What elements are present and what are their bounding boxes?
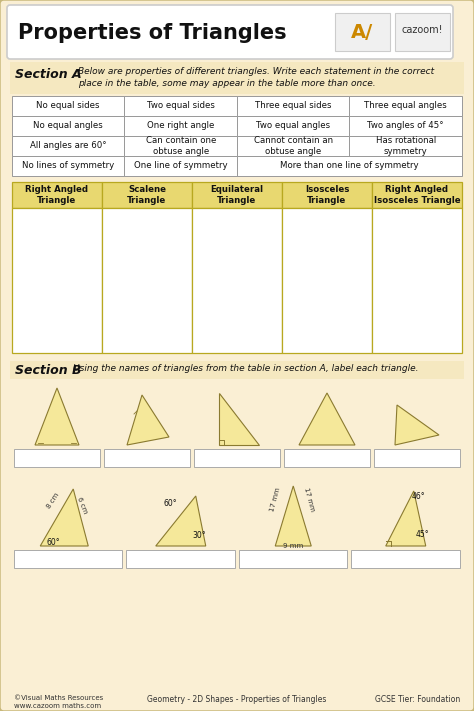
Bar (125, 156, 237, 176)
Bar (239, 550, 347, 568)
Polygon shape (35, 388, 79, 445)
Text: Right Angled
Triangle: Right Angled Triangle (26, 185, 89, 205)
Bar (282, 182, 372, 208)
Bar (12, 96, 125, 116)
Polygon shape (299, 393, 355, 445)
Text: 17 mm: 17 mm (269, 486, 282, 512)
Text: Cannot contain an
obtuse angle: Cannot contain an obtuse angle (254, 137, 333, 156)
Bar (102, 208, 192, 353)
Bar (10, 361, 464, 379)
Polygon shape (395, 405, 439, 445)
Text: Three equal angles: Three equal angles (365, 102, 447, 110)
Text: Properties of Triangles: Properties of Triangles (18, 23, 287, 43)
Text: One right angle: One right angle (147, 122, 214, 131)
Bar (12, 156, 125, 176)
Bar (192, 208, 282, 353)
Text: 60°: 60° (164, 499, 177, 508)
Bar (349, 96, 462, 116)
Text: 9 mm: 9 mm (283, 543, 303, 549)
Text: Geometry - 2D Shapes - Properties of Triangles: Geometry - 2D Shapes - Properties of Tri… (147, 695, 327, 704)
Bar (237, 136, 349, 156)
Bar (282, 208, 372, 353)
Text: Section A: Section A (15, 68, 82, 81)
Bar (372, 208, 462, 353)
Text: Using the names of triangles from the table in section A, label each triangle.: Using the names of triangles from the ta… (73, 364, 419, 373)
Bar (125, 96, 237, 116)
Text: ©Visual Maths Resources
www.cazoom maths.com: ©Visual Maths Resources www.cazoom maths… (14, 695, 103, 709)
Text: Equilateral
Triangle: Equilateral Triangle (210, 185, 264, 205)
Text: Right Angled
Isosceles Triangle: Right Angled Isosceles Triangle (374, 185, 460, 205)
Bar (372, 182, 462, 208)
Text: Three equal sides: Three equal sides (255, 102, 331, 110)
FancyBboxPatch shape (7, 5, 453, 59)
Text: Two equal sides: Two equal sides (147, 102, 215, 110)
Text: 60°: 60° (46, 538, 60, 547)
Text: 6 cm: 6 cm (76, 496, 88, 514)
Text: One line of symmetry: One line of symmetry (134, 161, 228, 171)
Bar (14, 449, 100, 467)
Polygon shape (156, 496, 206, 546)
Text: 8 cm: 8 cm (46, 492, 61, 510)
Bar (104, 449, 190, 467)
Polygon shape (275, 486, 311, 546)
Bar (395, 13, 450, 51)
Bar (349, 136, 462, 156)
Text: Below are properties of different triangles. Write each statement in the correct: Below are properties of different triang… (78, 67, 434, 88)
Text: Two equal angles: Two equal angles (256, 122, 330, 131)
Text: 46°: 46° (412, 492, 425, 501)
Text: Can contain one
obtuse angle: Can contain one obtuse angle (146, 137, 216, 156)
Text: A/: A/ (351, 23, 373, 41)
Bar (14, 550, 122, 568)
Text: No lines of symmetry: No lines of symmetry (22, 161, 114, 171)
Bar (335, 13, 390, 51)
Text: No equal angles: No equal angles (33, 122, 103, 131)
Text: Scalene
Triangle: Scalene Triangle (128, 185, 167, 205)
Bar (284, 449, 370, 467)
Polygon shape (127, 395, 169, 445)
Polygon shape (219, 393, 259, 445)
Bar (12, 136, 125, 156)
Text: All angles are 60°: All angles are 60° (30, 141, 107, 151)
Bar (12, 182, 102, 208)
Bar (102, 182, 192, 208)
Bar (10, 62, 464, 94)
Bar (192, 182, 282, 208)
Bar (194, 449, 280, 467)
Bar (125, 136, 237, 156)
Text: cazoom!: cazoom! (401, 25, 443, 35)
Bar (125, 116, 237, 136)
Text: 17 mm: 17 mm (303, 486, 316, 512)
Polygon shape (40, 489, 88, 546)
Bar (12, 116, 125, 136)
Bar (374, 449, 460, 467)
Text: GCSE Tier: Foundation: GCSE Tier: Foundation (375, 695, 460, 704)
Text: No equal sides: No equal sides (36, 102, 100, 110)
Bar (237, 116, 349, 136)
Text: More than one line of symmetry: More than one line of symmetry (280, 161, 419, 171)
Bar (352, 550, 460, 568)
Bar (12, 208, 102, 353)
Text: 30°: 30° (193, 531, 206, 540)
Polygon shape (386, 491, 426, 546)
Text: Has rotational
symmetry: Has rotational symmetry (375, 137, 436, 156)
Text: 45°: 45° (416, 530, 429, 539)
Bar (237, 156, 462, 176)
Bar (237, 96, 349, 116)
Text: Section B: Section B (15, 364, 82, 377)
Text: Two angles of 45°: Two angles of 45° (367, 122, 444, 131)
Bar (349, 116, 462, 136)
Text: Isosceles
Triangle: Isosceles Triangle (305, 185, 349, 205)
Bar (127, 550, 235, 568)
